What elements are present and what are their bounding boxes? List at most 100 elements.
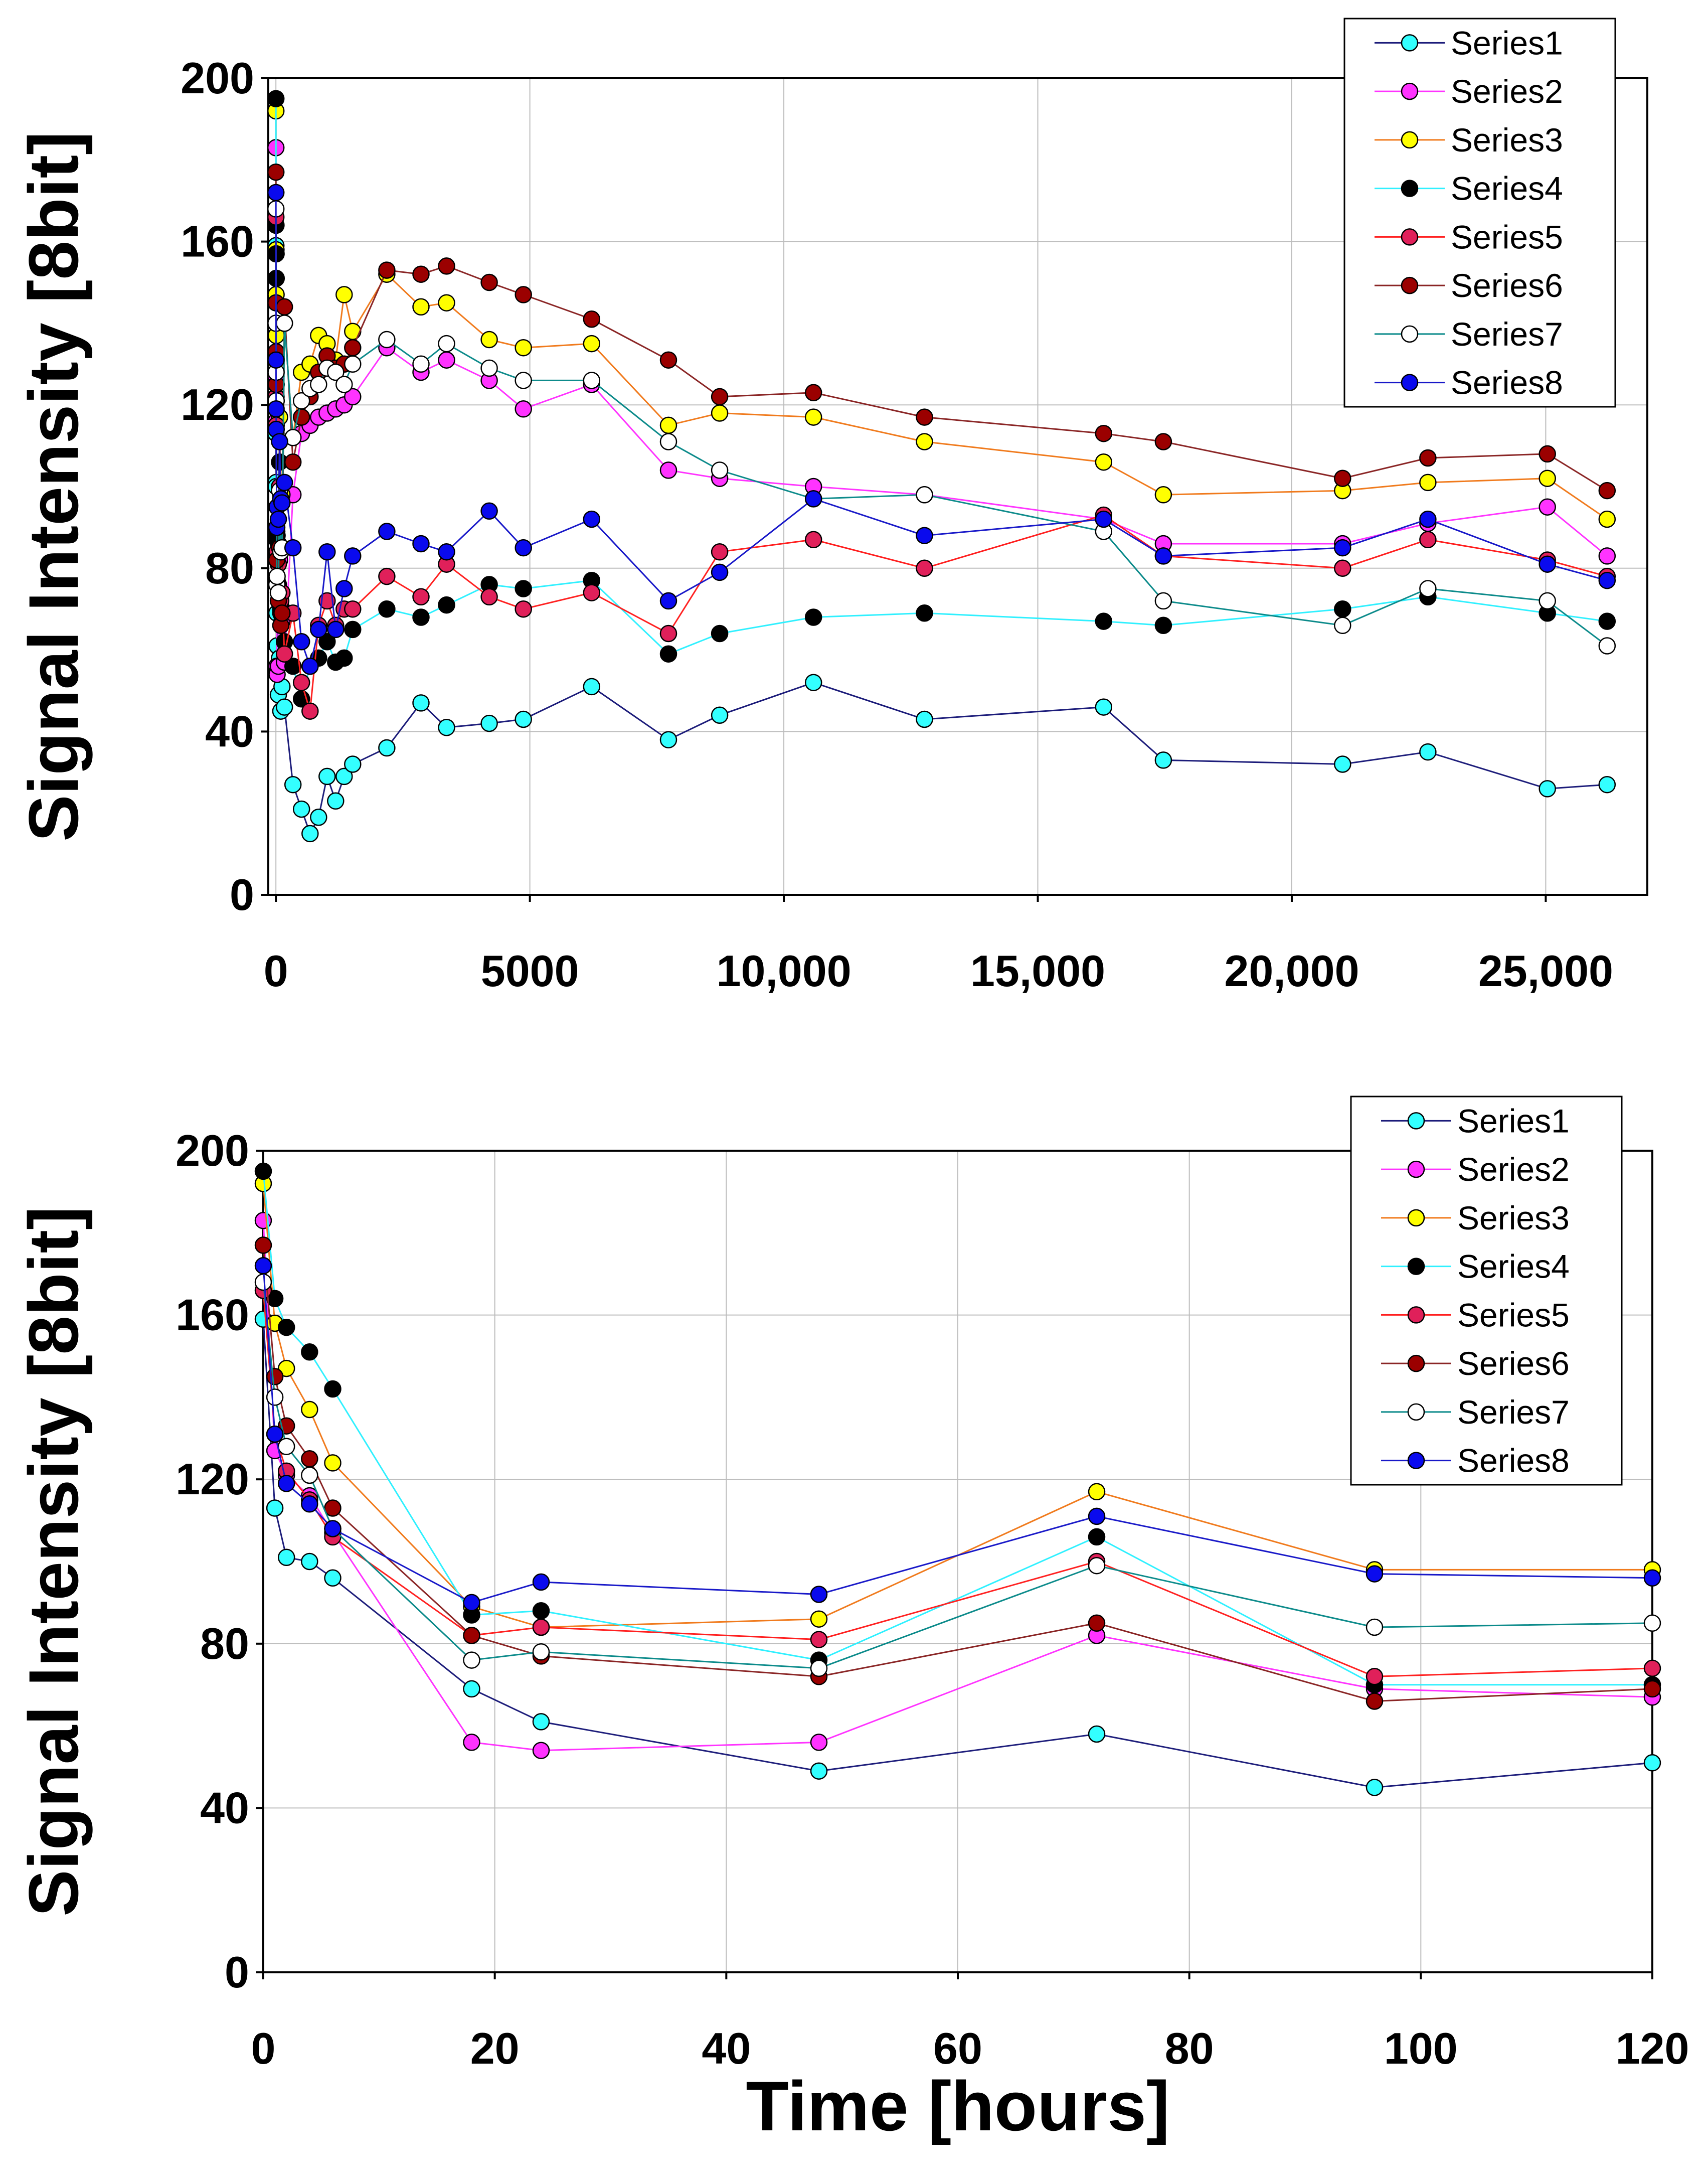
data-point bbox=[324, 1380, 341, 1398]
data-point bbox=[1154, 751, 1172, 769]
data-point bbox=[1154, 433, 1172, 450]
legend-marker bbox=[1407, 1306, 1425, 1324]
data-point bbox=[273, 494, 291, 512]
data-point bbox=[1419, 449, 1437, 467]
data-point bbox=[310, 620, 327, 639]
legend-item: Series1 bbox=[1381, 1102, 1570, 1139]
data-point bbox=[412, 694, 430, 712]
legend-label: Series8 bbox=[1451, 364, 1563, 401]
data-point bbox=[324, 1520, 341, 1537]
legend-item: Series6 bbox=[1375, 267, 1563, 304]
y-axis-label: Signal Intensity [8bit] bbox=[14, 131, 93, 842]
data-point bbox=[277, 1475, 295, 1492]
data-point bbox=[1334, 539, 1351, 557]
data-point bbox=[277, 1438, 295, 1455]
data-point bbox=[1095, 453, 1113, 471]
legend-marker bbox=[1401, 82, 1419, 100]
data-point bbox=[301, 825, 319, 843]
data-point bbox=[438, 596, 455, 614]
data-point bbox=[378, 739, 396, 757]
data-point bbox=[1539, 498, 1556, 516]
data-point bbox=[532, 1643, 550, 1661]
data-point bbox=[804, 384, 822, 402]
data-point bbox=[583, 584, 601, 601]
data-point bbox=[463, 1627, 480, 1644]
data-point bbox=[810, 1762, 828, 1780]
data-point bbox=[275, 474, 293, 492]
data-point bbox=[1334, 559, 1351, 577]
data-point bbox=[327, 792, 345, 810]
data-point bbox=[301, 1552, 318, 1571]
data-point bbox=[583, 310, 601, 328]
data-point bbox=[1154, 547, 1172, 565]
data-point bbox=[267, 351, 285, 369]
data-point bbox=[1539, 555, 1556, 573]
data-point bbox=[1334, 600, 1351, 618]
legend-label: Series7 bbox=[1451, 316, 1563, 353]
legend-label: Series6 bbox=[1451, 267, 1563, 304]
data-point bbox=[412, 298, 430, 316]
legend-item: Series4 bbox=[1381, 1248, 1570, 1285]
data-point bbox=[1643, 1659, 1661, 1677]
data-point bbox=[1365, 1779, 1384, 1796]
legend-label: Series5 bbox=[1457, 1296, 1570, 1333]
y-tick-label: 40 bbox=[205, 706, 254, 756]
series-1 bbox=[254, 1310, 1661, 1796]
data-point bbox=[412, 588, 430, 606]
legend-label: Series4 bbox=[1457, 1248, 1570, 1285]
legend-box bbox=[1350, 1096, 1623, 1486]
data-point bbox=[277, 1548, 295, 1567]
series-8 bbox=[254, 1257, 1661, 1612]
data-point bbox=[284, 657, 302, 675]
data-point bbox=[318, 633, 336, 651]
data-point bbox=[583, 510, 601, 528]
data-point bbox=[1154, 616, 1172, 635]
data-point bbox=[916, 408, 933, 426]
data-point bbox=[659, 625, 677, 643]
data-point bbox=[1598, 547, 1616, 565]
x-tick-label: 20 bbox=[470, 2023, 520, 2073]
legend-marker bbox=[1407, 1403, 1425, 1421]
legend-label: Series1 bbox=[1451, 24, 1563, 61]
data-point bbox=[1365, 1565, 1384, 1583]
data-point bbox=[292, 800, 310, 818]
x-axis-label: Time [hours] bbox=[746, 2067, 1169, 2145]
data-point bbox=[711, 388, 729, 406]
data-point bbox=[1419, 510, 1437, 528]
data-point bbox=[310, 809, 327, 826]
data-point bbox=[480, 331, 498, 349]
data-point bbox=[301, 1466, 318, 1484]
data-point bbox=[810, 1610, 828, 1628]
data-point bbox=[1095, 510, 1113, 528]
x-tick-label: 25,000 bbox=[1478, 946, 1613, 996]
data-point bbox=[916, 433, 933, 450]
legend-label: Series3 bbox=[1451, 121, 1563, 159]
data-point bbox=[1539, 592, 1556, 610]
data-point bbox=[335, 286, 353, 303]
x-tick-label: 5000 bbox=[481, 946, 579, 996]
data-point bbox=[438, 257, 455, 275]
data-point bbox=[480, 359, 498, 377]
data-point bbox=[301, 1450, 318, 1468]
data-point bbox=[378, 523, 396, 540]
data-point bbox=[810, 1659, 828, 1677]
legend-label: Series4 bbox=[1451, 170, 1563, 207]
data-point bbox=[463, 1651, 480, 1669]
data-point bbox=[1419, 743, 1437, 761]
data-point bbox=[1598, 637, 1616, 655]
data-point bbox=[804, 490, 822, 508]
data-point bbox=[335, 376, 353, 393]
data-point bbox=[310, 376, 327, 393]
legend-marker bbox=[1401, 180, 1419, 197]
data-point bbox=[659, 592, 677, 610]
y-tick-label: 80 bbox=[200, 1619, 249, 1668]
data-point bbox=[1598, 510, 1616, 528]
legend-label: Series6 bbox=[1457, 1345, 1570, 1382]
data-point bbox=[1419, 580, 1437, 597]
data-point bbox=[916, 486, 933, 504]
data-point bbox=[327, 620, 345, 639]
data-point bbox=[659, 731, 677, 748]
data-point bbox=[480, 502, 498, 520]
data-point bbox=[335, 580, 353, 597]
data-point bbox=[327, 363, 345, 381]
